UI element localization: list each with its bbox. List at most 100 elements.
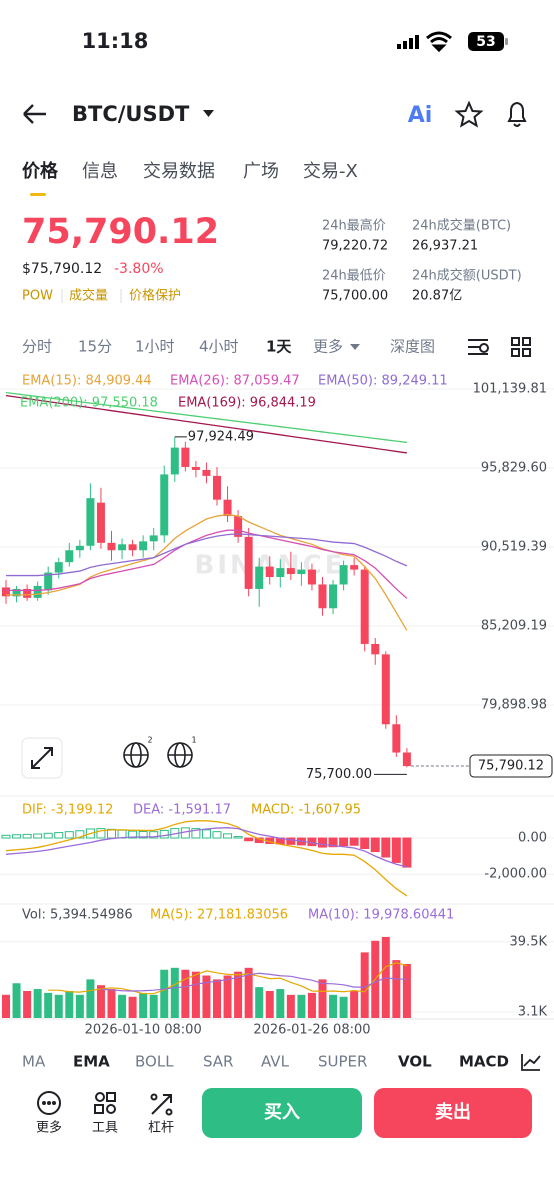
volume-bar — [339, 996, 348, 1018]
macd-bar — [191, 828, 201, 839]
layout-icon[interactable] — [511, 337, 531, 357]
price-tag[interactable]: POW — [22, 289, 53, 304]
indicator-tab[interactable]: VOL — [398, 1053, 432, 1071]
macd-bar — [360, 837, 370, 850]
macd-bar — [128, 830, 138, 839]
volume-bar — [65, 990, 74, 1018]
macd-bar — [233, 836, 243, 839]
volume-bar — [149, 994, 158, 1018]
sell-label: 卖出 — [435, 1101, 471, 1123]
tool-badge: 1 — [191, 736, 196, 745]
battery-level: 53 — [476, 34, 495, 50]
tab[interactable]: 价格 — [22, 160, 59, 182]
candle-body — [286, 568, 295, 575]
interval[interactable]: 分时 — [22, 338, 52, 356]
settings-icon[interactable] — [468, 339, 489, 355]
candle-body — [65, 550, 74, 563]
interval[interactable]: 1天 — [266, 338, 292, 356]
indicator-tab[interactable]: MA — [22, 1053, 46, 1071]
indicator-settings[interactable] — [521, 1054, 541, 1071]
globe-button[interactable] — [167, 742, 193, 768]
tab[interactable]: 广场 — [243, 161, 279, 182]
alert-button[interactable] — [507, 101, 527, 127]
interval[interactable]: 4小时 — [199, 338, 239, 356]
dea-line — [5, 827, 408, 868]
buy-button[interactable] — [202, 1088, 362, 1138]
more-icon[interactable] — [37, 1091, 61, 1115]
leverage-icon[interactable] — [150, 1093, 173, 1116]
stat-label: 24h最高价 — [322, 218, 386, 234]
y-tick-label: 39.5K — [510, 934, 548, 949]
price-tag[interactable]: 成交量 — [69, 288, 108, 304]
annotation: 97,924.49 — [188, 429, 254, 444]
volume-bar — [286, 994, 295, 1018]
volume-bar — [360, 952, 369, 1018]
favorite-button[interactable] — [454, 100, 484, 128]
stat-value: 75,700.00 — [322, 289, 388, 304]
candle-body — [23, 588, 32, 598]
macd-bar — [138, 831, 148, 839]
volume-bar — [297, 994, 306, 1018]
volume-bar — [86, 979, 95, 1018]
interval[interactable]: 深度图 — [390, 338, 435, 356]
action-label[interactable]: 杠杆 — [148, 1120, 174, 1136]
interval[interactable]: 15分 — [78, 338, 112, 356]
indicator-tab[interactable]: SAR — [203, 1053, 233, 1071]
macd-bar — [381, 837, 391, 858]
indicator-tab[interactable]: EMA — [73, 1053, 110, 1071]
ema-legend: EMA(26): 87,059.47 — [170, 374, 300, 389]
macd-bar — [370, 837, 380, 853]
candle-body — [339, 565, 348, 585]
current-price-box — [469, 754, 553, 778]
ema-line — [6, 529, 408, 599]
volume-bar — [191, 971, 200, 1018]
tab[interactable]: 交易-X — [303, 161, 358, 182]
globe-button[interactable] — [123, 742, 149, 768]
candle-body — [86, 498, 95, 546]
macd-bar — [223, 833, 233, 839]
y-tick-label: 101,139.81 — [473, 382, 547, 397]
interval[interactable]: 1小时 — [135, 338, 175, 356]
volume-bar — [107, 989, 116, 1018]
volume-bar — [33, 989, 42, 1018]
indicator-tab[interactable]: BOLL — [135, 1053, 174, 1071]
action-label[interactable]: 工具 — [92, 1121, 118, 1136]
price-tag[interactable]: 价格保护 — [129, 288, 181, 304]
indicator-tab[interactable]: AVL — [261, 1053, 290, 1071]
volume-ma-line — [100, 972, 407, 992]
interval[interactable]: 更多 — [313, 338, 343, 356]
indicator-tab[interactable]: SUPER — [318, 1053, 367, 1071]
back-button[interactable] — [23, 104, 46, 124]
ema-line — [5, 394, 407, 454]
candle-body — [139, 541, 148, 551]
volume-legend: Vol: 5,394.54986 — [22, 908, 133, 923]
y-tick-label: 0.00 — [518, 831, 547, 846]
candle-body — [160, 474, 169, 536]
volume-bar — [223, 975, 232, 1018]
volume-bar — [181, 969, 190, 1018]
tools-icon[interactable] — [94, 1092, 116, 1114]
candle-body — [392, 724, 401, 753]
macd-bar — [75, 830, 85, 839]
pair-title[interactable]: BTC/USDT — [72, 102, 190, 126]
indicator-tab[interactable]: MACD — [459, 1053, 509, 1071]
candle-body — [255, 566, 264, 589]
action-label[interactable]: 更多 — [36, 1120, 62, 1136]
macd-bar — [349, 837, 359, 846]
y-tick-label: 3.1K — [518, 1005, 548, 1020]
volume-bar — [265, 990, 274, 1018]
volume-bar — [307, 992, 316, 1018]
tab[interactable]: 交易数据 — [143, 161, 215, 182]
volume-bar — [276, 989, 285, 1018]
volume-bar — [329, 994, 338, 1018]
volume-bar — [234, 971, 243, 1018]
wifi-icon — [426, 31, 452, 53]
volume-bar — [44, 992, 53, 1018]
y-tick-label: 90,519.39 — [481, 539, 547, 554]
volume-bar — [54, 994, 63, 1018]
tab[interactable]: 信息 — [82, 161, 118, 182]
ai-button[interactable]: Ai — [408, 103, 433, 128]
buy-label: 买入 — [264, 1102, 300, 1123]
pair-dropdown[interactable] — [203, 110, 214, 117]
sell-button[interactable] — [374, 1088, 532, 1138]
